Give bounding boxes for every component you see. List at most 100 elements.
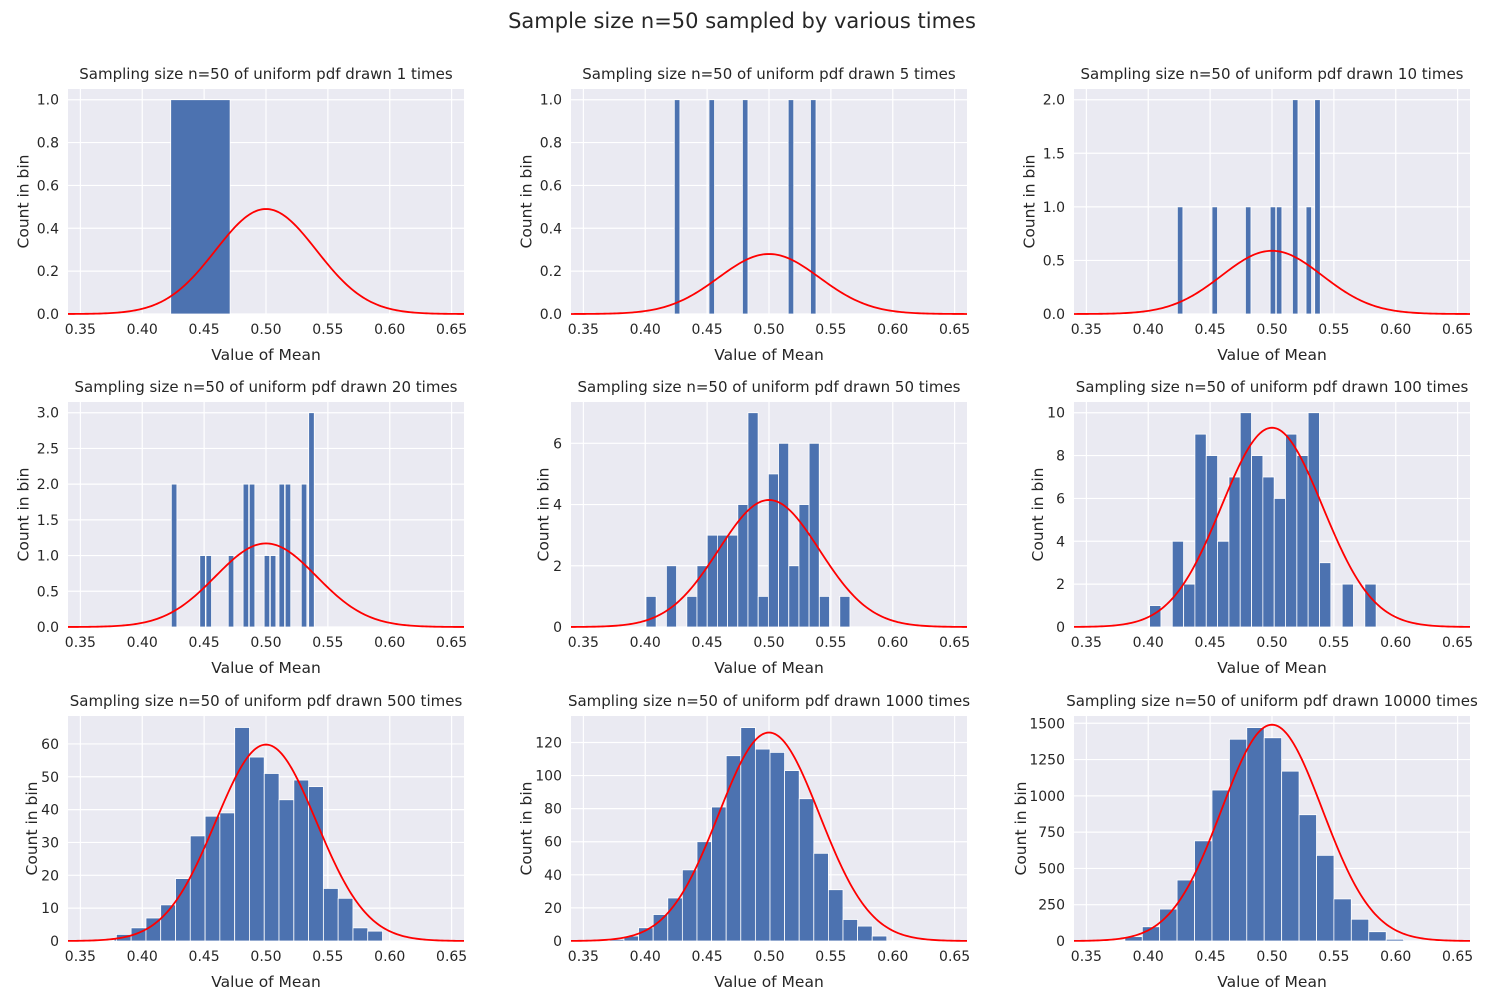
y-tick-label: 4 (1056, 534, 1065, 550)
y-tick-label: 120 (535, 735, 562, 751)
y-axis-label: Count in bin (1012, 782, 1030, 876)
y-tick-label: 0.4 (37, 221, 59, 237)
x-tick-label: 0.45 (1195, 949, 1226, 965)
histogram-bar (706, 534, 718, 628)
histogram-bar (1263, 737, 1283, 942)
histogram-bar (1307, 412, 1320, 628)
histogram-bar (1319, 562, 1332, 628)
histogram-bar (737, 504, 749, 628)
y-tick-label: 1.0 (37, 93, 59, 109)
y-tick-label: 1.0 (37, 549, 59, 565)
normal-pdf-curve (1073, 723, 1471, 942)
x-axis-label: Value of Mean (714, 346, 824, 364)
histogram-bar (754, 748, 771, 942)
y-tick-label: 500 (1038, 861, 1065, 877)
figure-suptitle: Sample size n=50 sampled by various time… (508, 9, 976, 33)
x-tick-label: 0.65 (939, 322, 970, 338)
y-tick-label: 20 (544, 901, 562, 917)
y-tick-label: 1.5 (1043, 146, 1065, 162)
y-tick-label: 1000 (1029, 789, 1065, 805)
x-tick-label: 0.35 (65, 949, 96, 965)
histogram-bar (769, 751, 785, 942)
histogram-bar (842, 919, 859, 942)
histogram-bar (1341, 583, 1354, 628)
y-tick-label: 0.0 (1043, 307, 1065, 323)
x-tick-label: 0.45 (692, 949, 723, 965)
subplot-8: 0.35 0.40 0.45 0.50 0.55 0.60 0.65 0 20 40 60 80 100… (518, 692, 971, 991)
histogram-bar (1281, 770, 1300, 942)
x-axis-label: Value of Mean (1217, 659, 1327, 677)
histogram-bar (1251, 455, 1264, 628)
histogram-bar (205, 555, 212, 628)
histogram-bar (787, 99, 795, 315)
histogram-bar (234, 727, 250, 942)
normal-pdf-curve (571, 253, 967, 315)
histogram-bar (1385, 938, 1405, 942)
histogram-bar (278, 483, 285, 628)
histogram-bar (747, 412, 759, 628)
histogram-bar (666, 565, 677, 628)
subplot-title: Sampling size n=50 of uniform pdf drawn … (1076, 378, 1469, 396)
x-tick-label: 0.40 (127, 322, 158, 338)
y-tick-label: 8 (1056, 449, 1065, 465)
normal-pdf-curve (67, 743, 465, 942)
normal-pdf-curve (68, 542, 464, 628)
y-tick-label: 0.2 (37, 264, 59, 280)
x-tick-label: 0.55 (1318, 322, 1349, 338)
x-tick-label: 0.45 (189, 635, 220, 651)
y-tick-label: 1500 (1029, 716, 1065, 732)
x-tick-label: 0.60 (374, 322, 405, 338)
y-axis-label: Count in bin (535, 468, 553, 562)
x-tick-label: 0.60 (877, 949, 908, 965)
subplot-title: Sampling size n=50 of uniform pdf drawn … (79, 65, 453, 83)
x-tick-label: 0.60 (374, 635, 405, 651)
panels: 0.35 0.40 0.45 0.50 0.55 0.60 0.650.00.20.40.6… (15, 65, 1478, 991)
histogram-bar (788, 565, 800, 628)
y-tick-label: 40 (544, 868, 562, 884)
y-tick-label: 0 (50, 934, 59, 950)
y-tick-label: 20 (41, 868, 59, 884)
y-tick-label: 2.5 (37, 441, 59, 457)
x-tick-label: 0.40 (1133, 949, 1164, 965)
x-tick-label: 0.65 (436, 322, 467, 338)
y-axis-label: Count in bin (23, 782, 41, 876)
histogram-bar (1194, 433, 1207, 628)
y-tick-label: 60 (41, 737, 59, 753)
subplot-4: 0.35 0.40 0.45 0.50 0.55 0.60 0.65 0.0 0.5 1.0 1.5… (15, 378, 468, 677)
histogram-bar (300, 483, 308, 628)
subplot-title: Sampling size n=50 of uniform pdf drawn … (1081, 65, 1464, 83)
x-tick-label: 0.55 (312, 949, 343, 965)
y-tick-label: 0.4 (540, 221, 562, 237)
y-tick-label: 2 (553, 559, 562, 575)
histogram-bar (1262, 476, 1275, 628)
x-tick-label: 0.65 (1442, 322, 1473, 338)
x-tick-label: 0.50 (753, 949, 784, 965)
y-tick-label: 10 (1047, 406, 1065, 422)
subplot-1: 0.35 0.40 0.45 0.50 0.55 0.60 0.65 0.0 0.2 0.4 0.6… (15, 65, 468, 364)
subplot-2: 0.35 0.40 0.45 0.50 0.55 0.60 0.65 0.0 0.2 0.4 0.6… (518, 65, 971, 364)
histogram-bar (242, 483, 250, 628)
y-tick-label: 6 (553, 436, 562, 452)
x-tick-label: 0.60 (1380, 322, 1411, 338)
x-tick-label: 0.65 (939, 949, 970, 965)
histogram-bar (263, 555, 271, 628)
x-tick-label: 0.35 (65, 322, 96, 338)
y-tick-label: 0 (553, 620, 562, 636)
y-tick-label: 2.0 (37, 477, 59, 493)
histogram-bar (1228, 476, 1241, 628)
x-tick-label: 0.60 (1380, 635, 1411, 651)
histogram-bar (696, 841, 712, 942)
histogram-bar (293, 779, 310, 942)
histogram-bar (284, 483, 292, 628)
subplot-5: 0.35 0.40 0.45 0.50 0.55 0.60 0.65 0 2 4 6 Sampling… (535, 378, 971, 677)
y-tick-label: 0.6 (37, 178, 59, 194)
y-axis-label: Count in bin (1029, 468, 1047, 562)
x-tick-label: 0.65 (939, 635, 970, 651)
x-tick-label: 0.35 (65, 635, 96, 651)
histogram-bar (778, 442, 790, 628)
histogram-bar (741, 99, 749, 315)
y-tick-label: 0.5 (37, 584, 59, 600)
y-tick-label: 250 (1038, 898, 1065, 914)
x-tick-label: 0.65 (436, 949, 467, 965)
